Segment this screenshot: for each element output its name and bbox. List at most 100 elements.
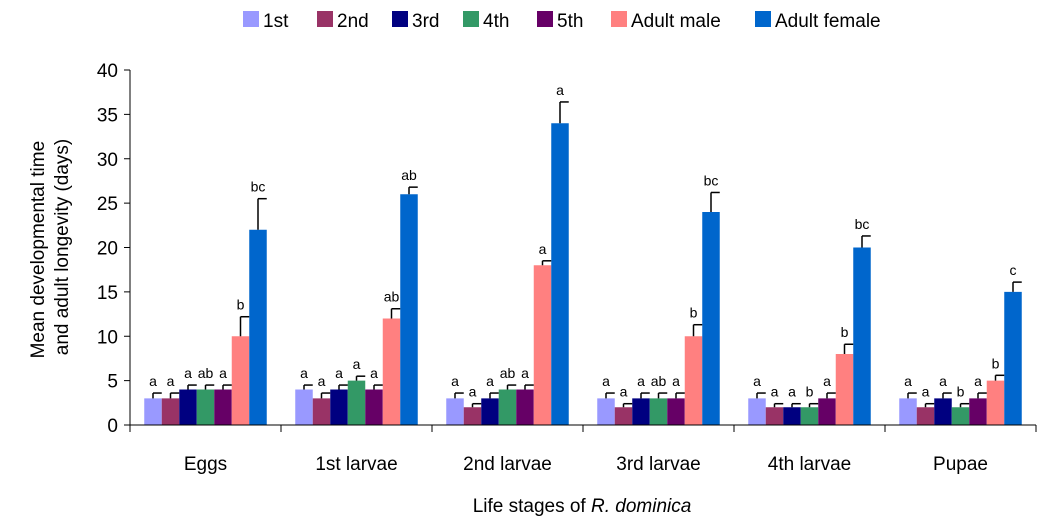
legend-swatch xyxy=(243,11,259,27)
bar xyxy=(853,247,871,425)
significance-label: a xyxy=(300,365,308,381)
bar xyxy=(214,389,232,425)
significance-label: a xyxy=(521,365,529,381)
significance-label: ab xyxy=(198,365,214,381)
legend-swatch xyxy=(755,11,771,27)
x-axis-title-species: R. dominica xyxy=(591,496,691,517)
x-ticks-group: Eggs 1st larvae 2nd larvae 3rd larvae 4th la… xyxy=(129,425,1037,475)
significance-label: a xyxy=(823,373,831,389)
y-tick-label: 40 xyxy=(97,61,118,82)
y-tick-label: 25 xyxy=(97,194,118,215)
bar xyxy=(986,380,1005,425)
significance-label: a xyxy=(602,373,610,389)
significance-label: ab xyxy=(651,373,667,389)
bar xyxy=(161,398,180,425)
significance-label: bc xyxy=(855,216,870,232)
bar xyxy=(533,265,552,425)
bar xyxy=(597,398,615,425)
bar xyxy=(144,398,162,425)
legend-item: Adult male xyxy=(611,11,721,32)
legend-item: 5th xyxy=(537,11,583,32)
significance-label: a xyxy=(539,241,547,257)
error-bars-group xyxy=(152,101,1022,408)
x-axis-title-prefix: Life stages of xyxy=(473,496,591,517)
significance-label: a xyxy=(451,373,459,389)
bar xyxy=(498,389,517,425)
y-tick-label: 5 xyxy=(107,372,118,393)
legend-swatch xyxy=(611,11,627,27)
bar xyxy=(899,398,917,425)
significance-label: a xyxy=(219,365,227,381)
category-label: 1st larvae xyxy=(315,454,397,475)
category-label: Eggs xyxy=(184,454,227,475)
bar xyxy=(667,398,685,425)
significance-label: bc xyxy=(704,172,719,188)
bar xyxy=(748,398,766,425)
significance-label: ab xyxy=(401,167,417,183)
category-label: 2nd larvae xyxy=(463,454,552,475)
significance-label: ab xyxy=(500,365,516,381)
legend-label: 4th xyxy=(483,11,509,32)
bar xyxy=(702,212,720,425)
y-tick-label: 0 xyxy=(107,416,118,437)
significance-label: a xyxy=(672,373,680,389)
significance-label: b xyxy=(237,297,245,313)
significance-label: a xyxy=(486,373,494,389)
significance-label: ab xyxy=(384,289,400,305)
bar xyxy=(400,194,418,425)
significance-label: a xyxy=(318,373,326,389)
bar xyxy=(614,407,633,425)
y-tick-label: 15 xyxy=(97,283,118,304)
significance-label: a xyxy=(788,384,796,400)
bar xyxy=(463,407,482,425)
bar xyxy=(783,407,801,425)
legend-item: 2nd xyxy=(317,11,369,32)
y-axis-title-line-2: and adult longevity (days) xyxy=(52,139,73,356)
significance-label: bc xyxy=(251,179,266,195)
y-ticks-group: 0 5 10 15 20 25 30 35 40 xyxy=(97,61,130,437)
bars-group xyxy=(144,123,1022,425)
legend-item: Adult female xyxy=(755,11,881,32)
y-tick-label: 30 xyxy=(97,150,118,171)
bar xyxy=(632,398,650,425)
significance-label: a xyxy=(469,384,477,400)
bar xyxy=(312,398,331,425)
significance-label: b xyxy=(690,305,698,321)
significance-label: a xyxy=(753,373,761,389)
legend-label: Adult male xyxy=(631,11,721,32)
category-label: 3rd larvae xyxy=(616,454,701,475)
bar xyxy=(295,389,313,425)
bar xyxy=(765,407,784,425)
significance-label: c xyxy=(1010,262,1017,278)
significance-label: a xyxy=(939,373,947,389)
significance-label: a xyxy=(149,373,157,389)
bar xyxy=(951,407,970,425)
bar xyxy=(179,389,197,425)
significance-label: a xyxy=(974,373,982,389)
bar xyxy=(516,389,534,425)
significance-label: b xyxy=(957,384,965,400)
significance-label: a xyxy=(167,373,175,389)
bar xyxy=(969,398,987,425)
legend-swatch xyxy=(317,11,333,27)
significance-label: a xyxy=(184,365,192,381)
bar xyxy=(649,398,668,425)
y-tick-label: 35 xyxy=(97,105,118,126)
significance-label: b xyxy=(992,355,1000,371)
legend-label: Adult female xyxy=(775,11,881,32)
y-axis-title: Mean developmental time and adult longev… xyxy=(28,136,73,359)
bar xyxy=(481,398,499,425)
legend-label: 1st xyxy=(263,11,289,32)
significance-label: a xyxy=(353,356,361,372)
y-tick-label: 10 xyxy=(97,327,118,348)
legend-swatch xyxy=(392,11,408,27)
category-label: 4th larvae xyxy=(768,454,851,475)
category-label: Pupae xyxy=(933,454,988,475)
bar xyxy=(249,229,267,425)
bar xyxy=(382,318,401,425)
legend-item: 1st xyxy=(243,11,289,32)
legend-label: 3rd xyxy=(412,11,439,32)
legend-swatch xyxy=(537,11,553,27)
